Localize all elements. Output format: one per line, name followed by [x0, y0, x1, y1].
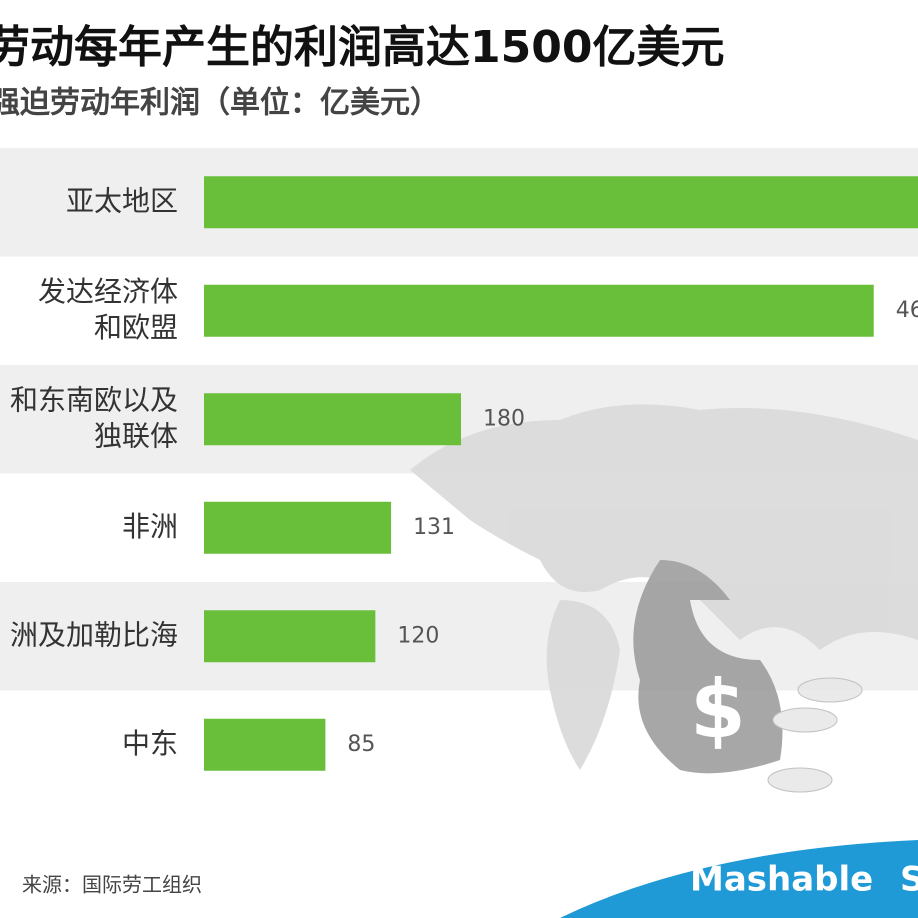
bar [204, 718, 326, 771]
data-label: 469 [896, 298, 918, 323]
svg-text:$: $ [690, 663, 746, 756]
y-tick-label: 发达经济体和欧盟 [38, 275, 178, 344]
chart-title: 劳动每年产生的利润高达1500亿美元 [0, 22, 724, 73]
bar [204, 284, 874, 337]
y-tick-label: 洲及加勒比海 [10, 618, 178, 651]
chart-subtitle: 强迫劳动年利润（单位：亿美元） [0, 86, 440, 121]
brand: Mashable [690, 860, 873, 900]
bar [204, 393, 462, 446]
y-tick-label: 和东南欧以及独联体 [10, 383, 178, 452]
brand-cut: S [900, 860, 918, 900]
data-label: 131 [413, 515, 455, 540]
bar [204, 176, 918, 229]
y-tick-label: 中东 [122, 727, 178, 760]
data-label: 120 [397, 623, 439, 648]
bar [204, 501, 392, 554]
source: 来源：国际劳工组织 [22, 873, 202, 897]
bar [204, 610, 376, 663]
y-tick-label: 亚太地区 [66, 184, 178, 217]
decor-map: $ [410, 404, 918, 793]
data-label: 85 [347, 732, 375, 757]
brand-wave [560, 840, 918, 918]
y-tick-label: 非洲 [122, 510, 178, 543]
data-label: 180 [483, 406, 525, 431]
